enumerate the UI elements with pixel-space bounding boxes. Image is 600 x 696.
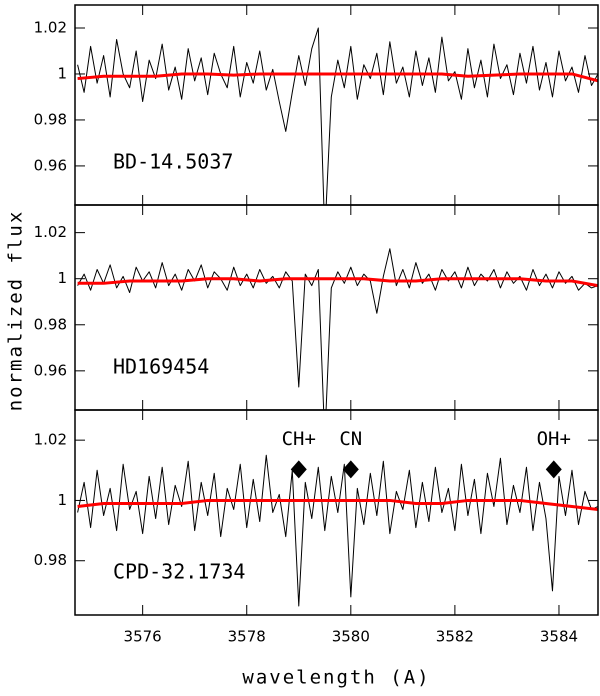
y-tick-label: 1 <box>57 64 67 82</box>
annotation-label: CN <box>339 428 362 450</box>
x-tick-label: 3582 <box>436 628 474 646</box>
plot-area <box>77 454 598 607</box>
x-axis-label: wavelength (A) <box>242 667 430 689</box>
panel-label: BD-14.5037 <box>113 150 233 174</box>
x-tick-label: 3584 <box>540 628 578 646</box>
y-tick-label: 1.02 <box>34 18 67 36</box>
x-tick-label: 3578 <box>228 628 266 646</box>
y-tick-label: 0.98 <box>34 110 67 128</box>
annotation-marker <box>342 460 359 479</box>
plot-area <box>77 27 598 205</box>
annotation-marker <box>290 460 307 479</box>
spectrum-line <box>77 27 598 205</box>
x-tick-label: 3580 <box>332 628 370 646</box>
plot-area <box>77 248 598 410</box>
y-tick-label: 1.02 <box>34 223 67 241</box>
fit-line <box>77 72 598 83</box>
annotation-label: CH+ <box>282 428 316 450</box>
x-tick-label: 3576 <box>124 628 162 646</box>
fit-line <box>77 498 598 511</box>
panel-frame <box>74 4 599 206</box>
annotation-label: OH+ <box>537 428 571 450</box>
panel-label: CPD-32.1734 <box>113 560 245 584</box>
y-tick-label: 0.98 <box>34 315 67 333</box>
panel-label: HD169454 <box>113 355 209 379</box>
y-axis-label: normalized flux <box>5 210 27 412</box>
spectrum-line <box>77 454 598 607</box>
panel-frame <box>74 204 599 411</box>
annotation-marker <box>545 460 562 479</box>
y-tick-label: 0.98 <box>34 551 67 569</box>
y-tick-label: 1 <box>57 491 67 509</box>
panel-frame <box>74 409 599 616</box>
y-tick-label: 0.96 <box>34 361 67 379</box>
fit-line <box>77 277 598 288</box>
y-tick-label: 1.02 <box>34 431 67 449</box>
y-tick-label: 1 <box>57 269 67 287</box>
y-tick-label: 0.96 <box>34 156 67 174</box>
